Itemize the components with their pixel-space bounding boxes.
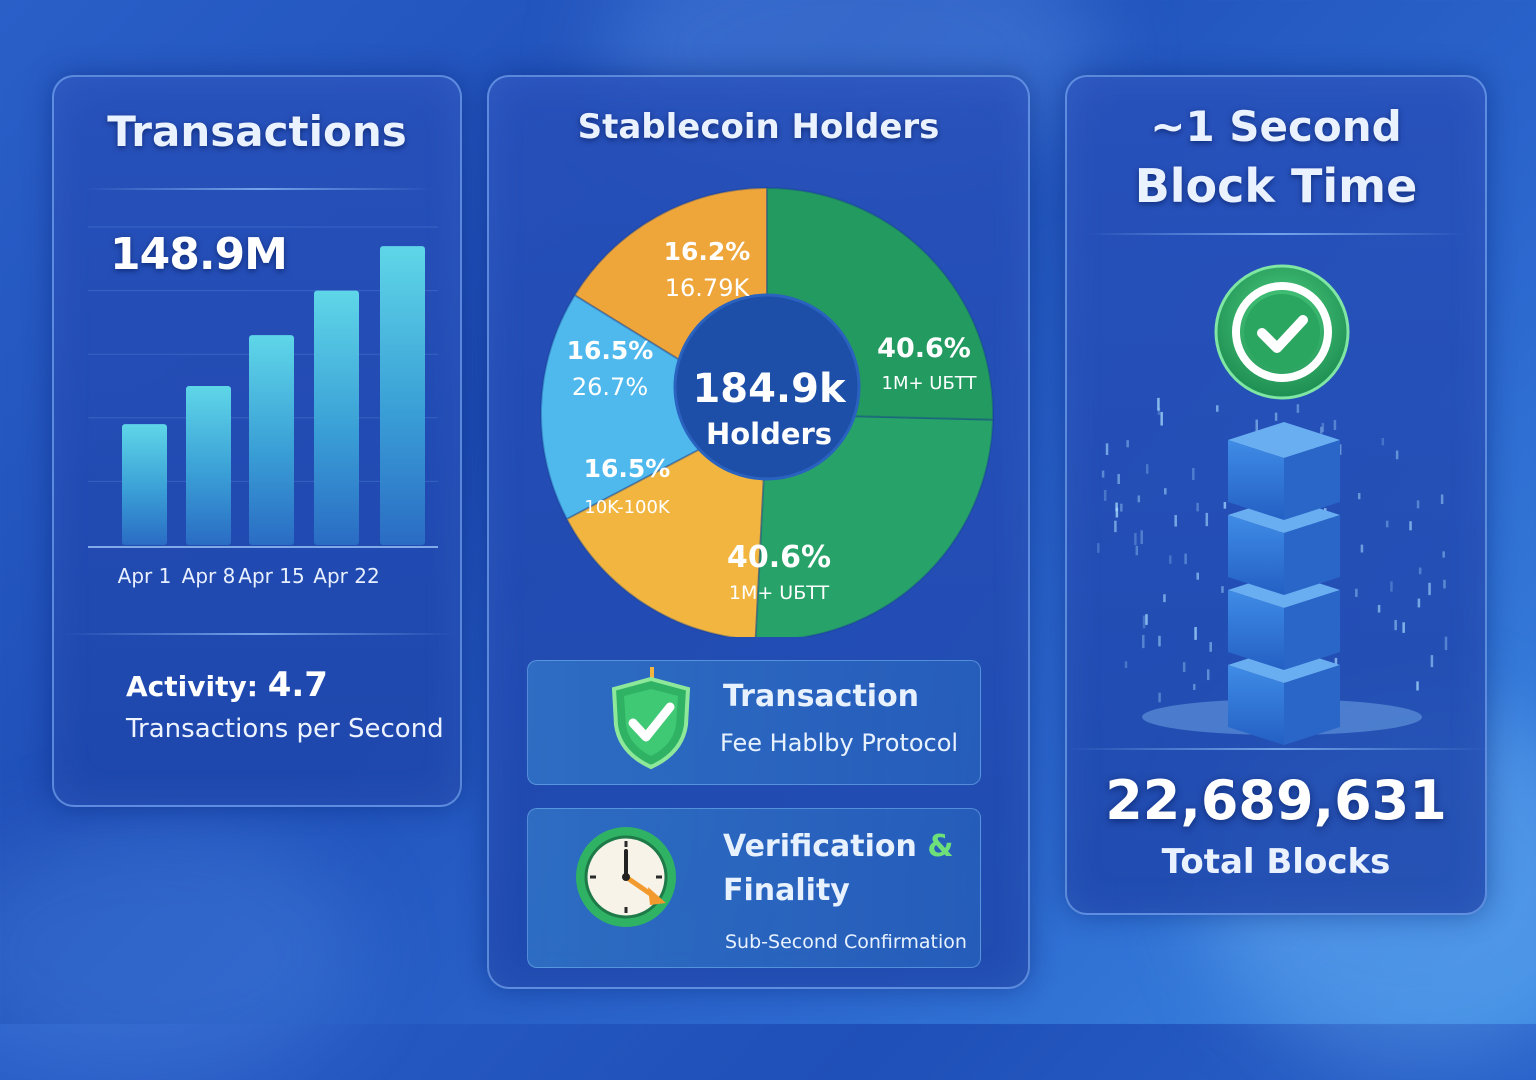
activity-label: Activity: (126, 670, 258, 703)
check-circle-icon (1214, 264, 1350, 400)
block-stack-illustration (1097, 264, 1448, 745)
activity-value: 4.7 (267, 665, 328, 705)
holders-center-value: 184.9k (692, 366, 847, 412)
block-title-divider (1087, 233, 1467, 235)
total-blocks-value: 22,689,631 (1105, 769, 1447, 832)
pie-label-sub: 10K-100K (584, 497, 671, 518)
transactions-total: 148.9M (110, 229, 288, 280)
finality-card-subtitle: Sub-Second Confirmation (725, 931, 967, 953)
x-tick-label: Apr 15 (238, 564, 304, 588)
block-cube (1228, 422, 1340, 520)
finality-title-amp: & (927, 829, 954, 864)
transactions-panel: Transactions Apr 1 Apr 8 Apr 15 Apr 22 148.… (52, 75, 462, 807)
finality-card-title-line1: Verification & (723, 829, 953, 864)
holders-donut-chart: 184.9k Holders 16.2% 16.79K 16.5% 26.7% 16.5… (540, 186, 994, 637)
fee-card-title: Transaction (723, 679, 920, 714)
pie-slice-1 (540, 293, 770, 521)
transactions-title-divider (84, 188, 434, 190)
verification-finality-card[interactable]: Verification & Finality Sub-Second Confi… (527, 808, 981, 968)
pie-slice-2 (565, 412, 769, 637)
pie-label-sub: 16.79K (665, 274, 751, 302)
shield-check-icon (611, 667, 691, 770)
finality-title-verification: Verification (723, 829, 917, 864)
x-tick-label: Apr 8 (182, 564, 236, 588)
pie-label-sub: 1M+ UБTT (882, 373, 978, 394)
block-time-title-line2: Block Time (1134, 159, 1418, 213)
pie-label-pct: 16.5% (584, 454, 671, 483)
transactions-bar-chart: Apr 1 Apr 8 Apr 15 Apr 22 (88, 226, 438, 588)
transactions-bottom-divider (64, 633, 454, 635)
donut-center (673, 293, 861, 481)
holders-center-label: Holders (706, 417, 832, 451)
activity-line: Activity: 4.7 (126, 665, 328, 705)
activity-unit: Transactions per Second (126, 714, 444, 744)
bar-4 (380, 246, 425, 545)
bar-3 (314, 290, 359, 545)
x-tick-label: Apr 22 (313, 564, 379, 588)
bar-0 (122, 424, 167, 545)
pie-label-sub: 26.7% (572, 373, 648, 401)
x-tick-label: Apr 1 (118, 564, 172, 588)
bar-2 (249, 335, 294, 545)
block-time-panel: ~1 Second Block Time 22,689,631 Total Bl… (1065, 75, 1487, 915)
pie-label-pct: 40.6% (877, 333, 971, 364)
fee-card-subtitle: Fee Hablby Protocol (720, 729, 959, 757)
pie-label-pct: 16.5% (567, 336, 654, 365)
pie-label-sub: 1M+ UБTT (729, 582, 830, 604)
bar-1 (186, 386, 231, 545)
transaction-fee-card[interactable]: Transaction Fee Hablby Protocol (527, 660, 981, 785)
pie-label-pct: 40.6% (727, 540, 831, 575)
pie-label-pct: 16.2% (664, 237, 751, 266)
finality-card-title-line2: Finality (723, 873, 850, 908)
block-time-title-line1: ~1 Second (1150, 102, 1402, 151)
pie-slice-3 (754, 412, 994, 637)
total-blocks-label: Total Blocks (1161, 842, 1391, 882)
block-bottom-divider (1067, 748, 1487, 750)
clock-icon (576, 827, 676, 927)
transactions-title: Transactions (107, 107, 407, 156)
stablecoin-holders-panel: Stablecoin Holders 184.9k Holders 16.2% 1… (487, 75, 1030, 989)
holders-title: Stablecoin Holders (577, 107, 940, 147)
